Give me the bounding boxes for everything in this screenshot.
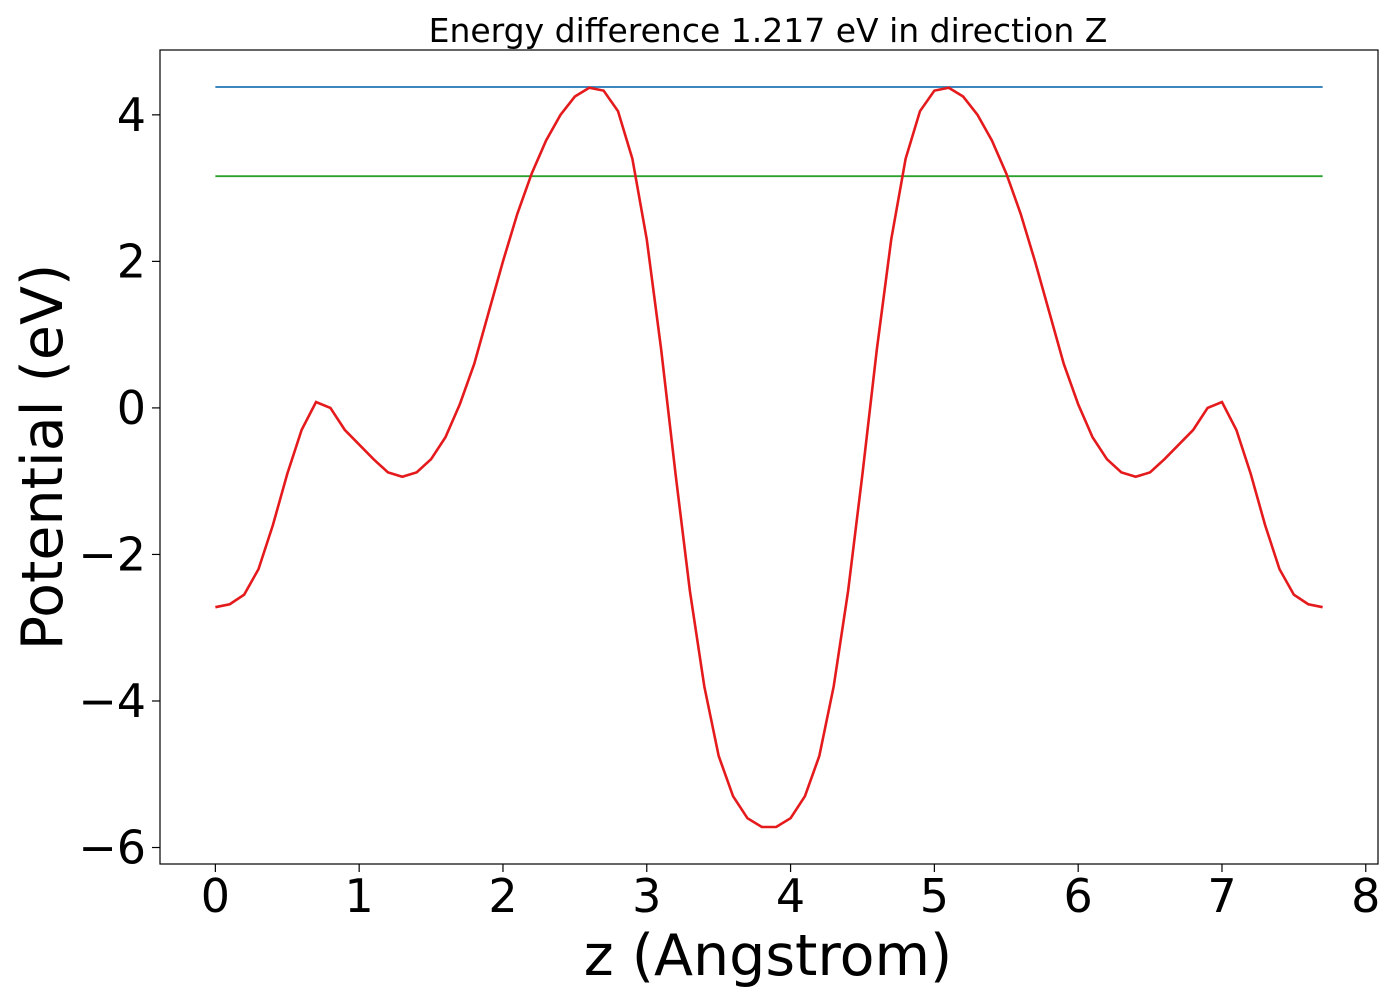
x-tick-label: 1 bbox=[345, 869, 374, 923]
plot-frame bbox=[159, 49, 1379, 865]
x-tick-label: 5 bbox=[920, 869, 949, 923]
x-tick-label: 2 bbox=[488, 869, 517, 923]
line-series bbox=[215, 86, 1323, 829]
x-tick-label: 8 bbox=[1351, 869, 1380, 923]
y-tick-label: −2 bbox=[78, 527, 146, 581]
x-tick-label: 7 bbox=[1207, 869, 1236, 923]
y-tick-label: 0 bbox=[117, 381, 146, 435]
x-tick-label: 4 bbox=[776, 869, 805, 923]
x-tick-label: 0 bbox=[201, 869, 230, 923]
chart-title: Energy difference 1.217 eV in direction … bbox=[429, 11, 1108, 50]
y-axis-label: Potential (eV) bbox=[10, 264, 76, 650]
y-tick-label: −4 bbox=[78, 674, 146, 728]
x-tick-label: 6 bbox=[1064, 869, 1093, 923]
x-tick-label: 3 bbox=[632, 869, 661, 923]
y-tick-label: 4 bbox=[117, 88, 146, 142]
x-axis-label: z (Angstrom) bbox=[584, 923, 952, 989]
y-tick-label: 2 bbox=[117, 234, 146, 288]
y-tick-label: −6 bbox=[78, 821, 146, 875]
